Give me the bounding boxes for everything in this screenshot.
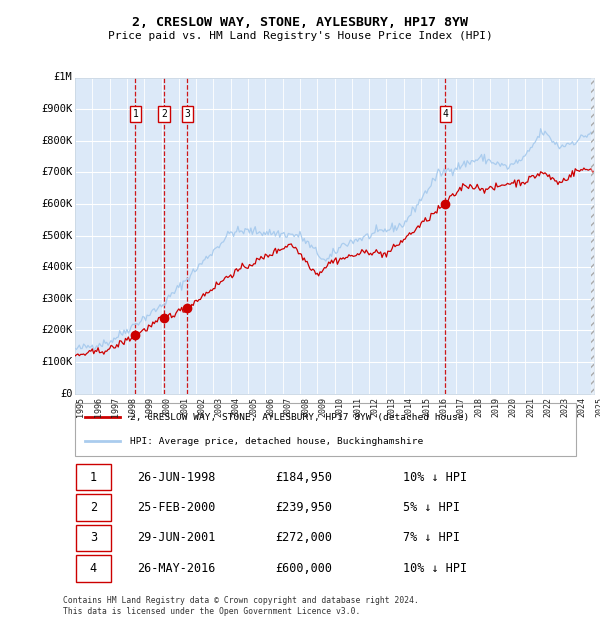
Text: £600K: £600K (41, 199, 73, 209)
Text: 2002: 2002 (197, 397, 206, 417)
Text: 2009: 2009 (319, 397, 328, 417)
Text: Price paid vs. HM Land Registry's House Price Index (HPI): Price paid vs. HM Land Registry's House … (107, 31, 493, 41)
Text: £200K: £200K (41, 326, 73, 335)
Text: 2020: 2020 (509, 397, 518, 417)
FancyBboxPatch shape (76, 494, 111, 521)
Text: 1: 1 (90, 471, 97, 484)
Text: 7% ↓ HPI: 7% ↓ HPI (403, 531, 460, 544)
Text: 2010: 2010 (336, 397, 344, 417)
Text: 2008: 2008 (301, 397, 310, 417)
Text: 2001: 2001 (180, 397, 189, 417)
Text: 2016: 2016 (439, 397, 448, 417)
Text: 2005: 2005 (249, 397, 258, 417)
Text: 2015: 2015 (422, 397, 431, 417)
Text: 10% ↓ HPI: 10% ↓ HPI (403, 471, 467, 484)
Text: £400K: £400K (41, 262, 73, 272)
Text: 2014: 2014 (405, 397, 414, 417)
Text: 2: 2 (90, 501, 97, 514)
Text: 4: 4 (442, 109, 448, 119)
FancyBboxPatch shape (76, 464, 111, 490)
Text: 29-JUN-2001: 29-JUN-2001 (137, 531, 216, 544)
Text: 2, CRESLOW WAY, STONE, AYLESBURY, HP17 8YW: 2, CRESLOW WAY, STONE, AYLESBURY, HP17 8… (132, 16, 468, 29)
Text: 2019: 2019 (491, 397, 500, 417)
Text: 2000: 2000 (163, 397, 172, 417)
Text: £1M: £1M (53, 73, 73, 82)
Text: £800K: £800K (41, 136, 73, 146)
Text: 2024: 2024 (578, 397, 587, 417)
Text: 4: 4 (90, 562, 97, 575)
Text: 1996: 1996 (94, 397, 103, 417)
Text: 2023: 2023 (560, 397, 569, 417)
Text: Contains HM Land Registry data © Crown copyright and database right 2024.
This d: Contains HM Land Registry data © Crown c… (63, 596, 419, 616)
Text: £900K: £900K (41, 104, 73, 114)
Text: £100K: £100K (41, 357, 73, 367)
Text: 1999: 1999 (145, 397, 154, 417)
Text: 2007: 2007 (284, 397, 293, 417)
Text: 1998: 1998 (128, 397, 137, 417)
Text: 2003: 2003 (215, 397, 224, 417)
Text: £184,950: £184,950 (275, 471, 332, 484)
Text: £700K: £700K (41, 167, 73, 177)
FancyBboxPatch shape (76, 525, 111, 551)
Text: 1995: 1995 (76, 397, 85, 417)
Text: 2004: 2004 (232, 397, 241, 417)
Text: 2013: 2013 (388, 397, 397, 417)
Text: 1997: 1997 (111, 397, 120, 417)
Text: 2022: 2022 (544, 397, 552, 417)
Text: 26-MAY-2016: 26-MAY-2016 (137, 562, 216, 575)
Text: HPI: Average price, detached house, Buckinghamshire: HPI: Average price, detached house, Buck… (130, 437, 424, 446)
FancyBboxPatch shape (75, 403, 576, 456)
Text: 2021: 2021 (526, 397, 535, 417)
Text: £0: £0 (60, 389, 73, 399)
Text: 2011: 2011 (353, 397, 362, 417)
Text: 3: 3 (90, 531, 97, 544)
Text: 2018: 2018 (474, 397, 483, 417)
Text: 2012: 2012 (370, 397, 379, 417)
Text: £272,000: £272,000 (275, 531, 332, 544)
Text: £239,950: £239,950 (275, 501, 332, 514)
FancyBboxPatch shape (76, 555, 111, 582)
Text: 25-FEB-2000: 25-FEB-2000 (137, 501, 216, 514)
Text: 5% ↓ HPI: 5% ↓ HPI (403, 501, 460, 514)
Text: 1: 1 (133, 109, 139, 119)
Text: £300K: £300K (41, 294, 73, 304)
Text: 2025: 2025 (595, 397, 600, 417)
Text: 3: 3 (184, 109, 190, 119)
Text: 2017: 2017 (457, 397, 466, 417)
Text: £600,000: £600,000 (275, 562, 332, 575)
Text: 2, CRESLOW WAY, STONE, AYLESBURY, HP17 8YW (detached house): 2, CRESLOW WAY, STONE, AYLESBURY, HP17 8… (130, 413, 469, 422)
Text: 10% ↓ HPI: 10% ↓ HPI (403, 562, 467, 575)
Text: 2: 2 (161, 109, 167, 119)
Text: £500K: £500K (41, 231, 73, 241)
Text: 2006: 2006 (266, 397, 275, 417)
Text: 26-JUN-1998: 26-JUN-1998 (137, 471, 216, 484)
